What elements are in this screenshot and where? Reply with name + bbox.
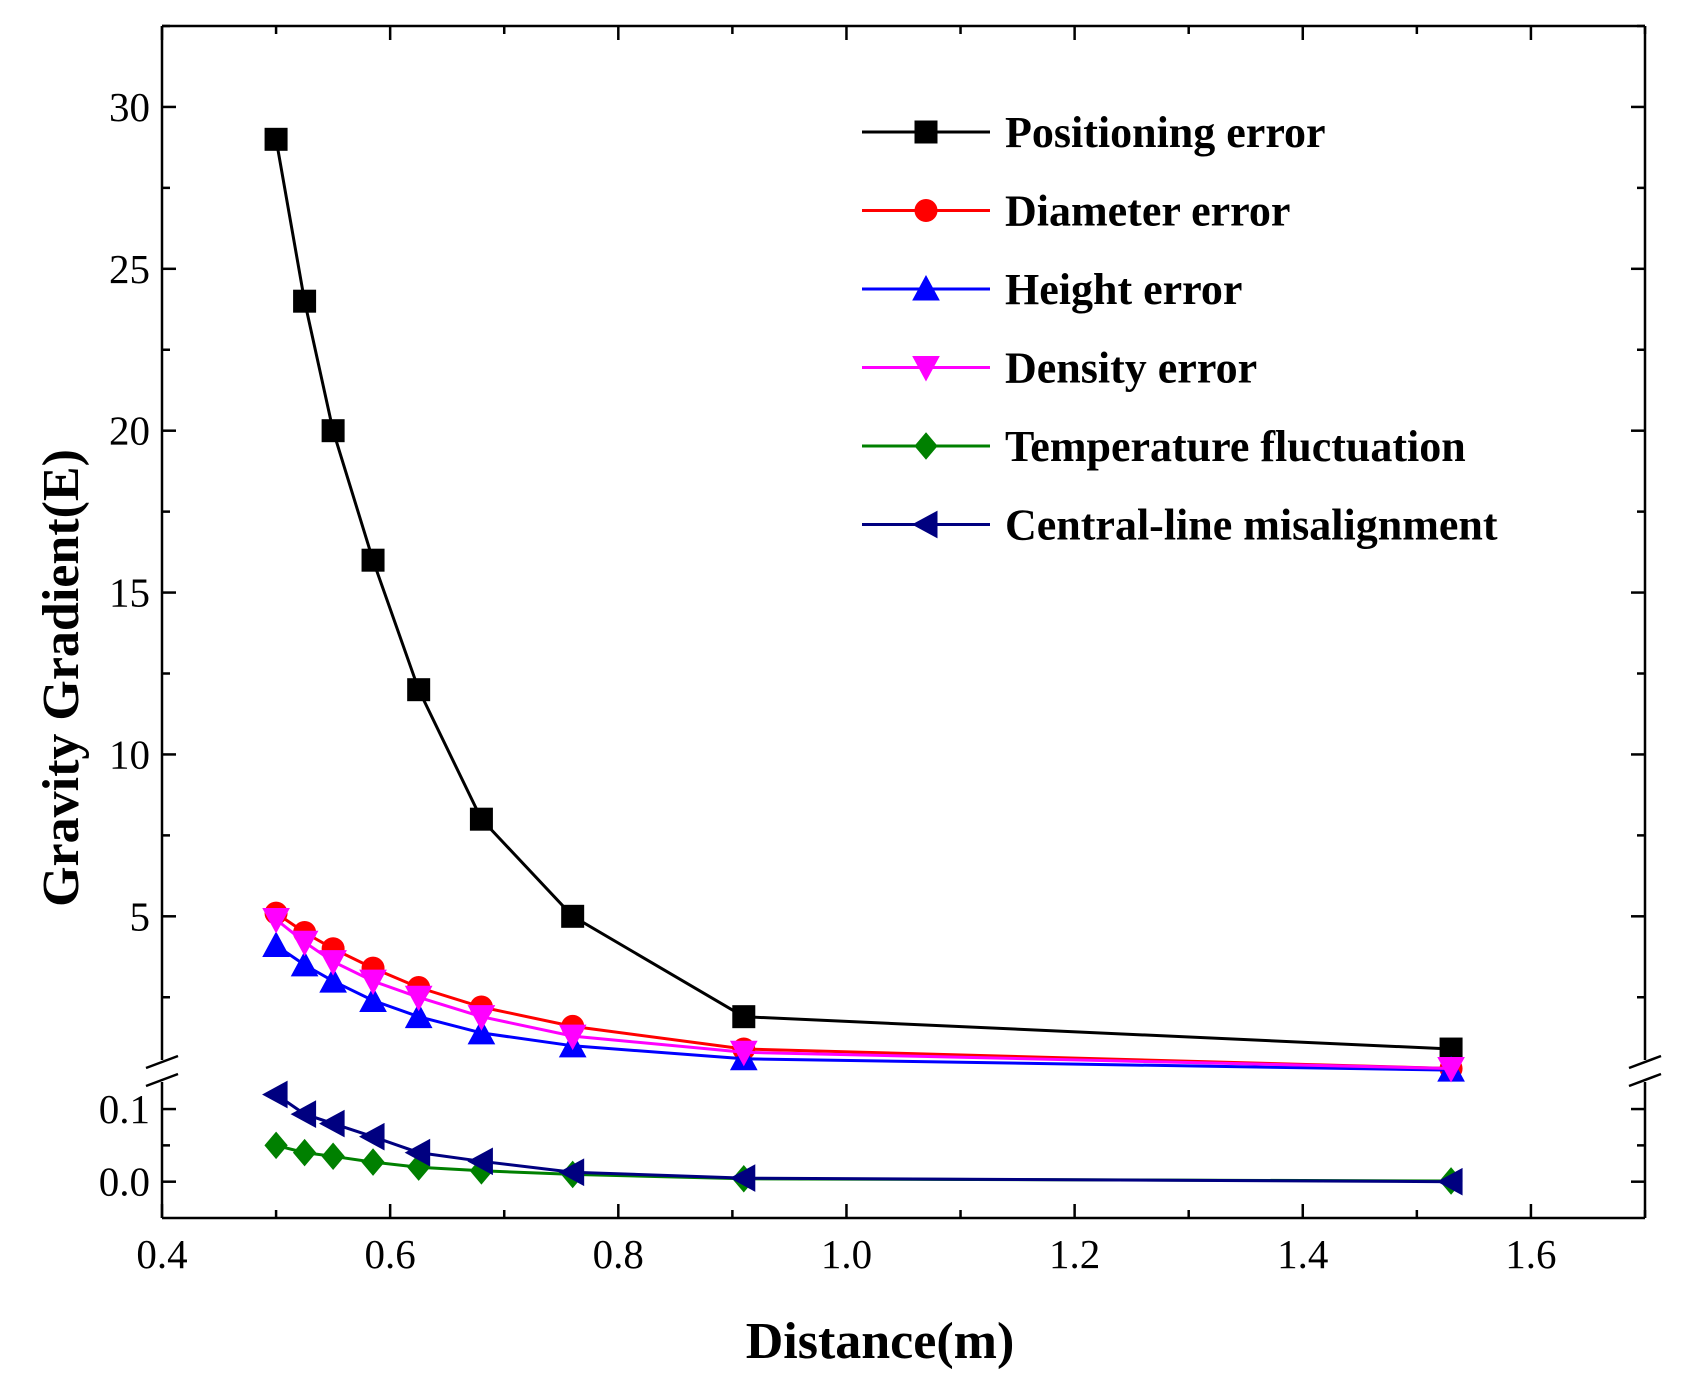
legend: Positioning error Diameter error Height er… xyxy=(862,108,1498,550)
legend-entry-diameter-error: Diameter error xyxy=(862,187,1290,236)
data-point-height-error xyxy=(359,986,387,1012)
data-point-positioning-error xyxy=(407,678,431,702)
axis-break-mark xyxy=(1628,1072,1662,1088)
axis-break-mark xyxy=(1628,1054,1662,1070)
data-point-height-error xyxy=(467,1018,496,1045)
legend-marker-central-line-misalignment xyxy=(911,510,938,539)
y-upper-tick-label: 5 xyxy=(130,893,151,939)
legend-entry-positioning-error: Positioning error xyxy=(862,108,1326,157)
x-tick-label: 1.4 xyxy=(1277,1231,1328,1277)
data-point-positioning-error xyxy=(361,548,385,572)
x-tick-label: 1.6 xyxy=(1505,1231,1556,1277)
data-point-density-error xyxy=(319,950,347,976)
data-point-density-error xyxy=(290,930,319,957)
data-point-density-error xyxy=(262,908,290,934)
series-line-positioning-error xyxy=(274,139,1452,1051)
x-tick-label: 0.8 xyxy=(593,1231,644,1277)
series-line-diameter-error xyxy=(275,911,1452,1070)
data-point-positioning-error xyxy=(293,289,317,313)
legend-marker-diameter-error xyxy=(914,199,938,222)
series-central-line-misalignment xyxy=(262,1080,1463,1196)
data-point-central-line-misalignment xyxy=(358,1122,385,1151)
y-lower-tick-label: 0.1 xyxy=(99,1086,150,1132)
data-point-central-line-misalignment xyxy=(319,1109,345,1138)
data-point-temperature-fluctuation xyxy=(321,1142,345,1171)
data-point-temperature-fluctuation xyxy=(361,1148,385,1176)
legend-label-density-error: Density error xyxy=(1005,344,1257,393)
legend-label-diameter-error: Diameter error xyxy=(1005,187,1290,236)
series-diameter-error xyxy=(264,901,1463,1080)
axis-break-mark xyxy=(145,1054,179,1070)
series-temperature-fluctuation xyxy=(264,1131,1463,1195)
axis-break-mark xyxy=(145,1072,179,1088)
data-point-central-line-misalignment xyxy=(467,1147,493,1176)
series-line-temperature-fluctuation xyxy=(275,1143,1452,1183)
data-point-density-error xyxy=(729,1040,758,1067)
y-upper-tick-label: 20 xyxy=(109,408,150,454)
data-point-density-error xyxy=(1437,1056,1465,1083)
y-upper-tick-label: 15 xyxy=(109,570,150,616)
data-point-central-line-misalignment xyxy=(729,1164,756,1192)
data-point-temperature-fluctuation xyxy=(292,1138,317,1167)
data-point-central-line-misalignment xyxy=(1437,1167,1463,1196)
series-density-error xyxy=(262,908,1465,1083)
data-point-density-error xyxy=(359,969,387,996)
x-tick-label: 0.6 xyxy=(365,1231,416,1277)
legend-label-temperature-fluctuation: Temperature fluctuation xyxy=(1005,422,1466,471)
y-upper-tick-label: 25 xyxy=(109,246,150,292)
data-point-height-error xyxy=(262,931,290,957)
data-point-positioning-error xyxy=(321,419,345,443)
series-layer xyxy=(262,127,1465,1196)
legend-label-positioning-error: Positioning error xyxy=(1005,108,1326,157)
series-height-error xyxy=(262,931,1465,1082)
x-axis-title: Distance(m) xyxy=(746,1313,1015,1370)
legend-entry-temperature-fluctuation: Temperature fluctuation xyxy=(862,422,1466,471)
legend-entry-height-error: Height error xyxy=(862,265,1242,314)
y-upper-tick-label: 10 xyxy=(109,731,150,777)
x-tick-label: 0.4 xyxy=(136,1231,187,1277)
data-point-temperature-fluctuation xyxy=(264,1131,288,1160)
series-positioning-error xyxy=(264,127,1463,1061)
data-point-density-error xyxy=(404,985,433,1012)
data-point-positioning-error xyxy=(469,807,493,831)
y-upper-tick-label: 30 xyxy=(109,84,150,130)
legend-label-central-line-misalignment: Central-line misalignment xyxy=(1005,501,1498,550)
data-point-height-error xyxy=(319,967,347,993)
data-point-positioning-error xyxy=(732,1005,756,1029)
data-point-height-error xyxy=(404,1002,433,1029)
legend-marker-positioning-error xyxy=(914,120,938,144)
data-point-central-line-misalignment xyxy=(558,1158,585,1187)
legend-marker-height-error xyxy=(912,274,940,301)
axis-ticks: 0.4 0.6 0.8 1.0 1.2 1.4 1.6 5 10 15 20 25 30 0.0 0.1 xyxy=(99,24,1647,1277)
plot-frame xyxy=(144,24,1663,1220)
x-tick-label: 1.2 xyxy=(1049,1231,1100,1277)
data-point-central-line-misalignment xyxy=(404,1138,431,1167)
data-point-density-error xyxy=(558,1024,587,1051)
data-point-density-error xyxy=(467,1005,496,1031)
y-lower-tick-label: 0.0 xyxy=(99,1159,150,1205)
data-point-height-error xyxy=(290,950,319,977)
legend-label-height-error: Height error xyxy=(1005,265,1242,314)
data-point-positioning-error xyxy=(561,904,585,928)
legend-marker-density-error xyxy=(912,356,940,382)
data-point-central-line-misalignment xyxy=(290,1100,317,1128)
data-point-positioning-error xyxy=(264,127,288,151)
x-tick-label: 1.0 xyxy=(821,1231,872,1277)
series-line-density-error xyxy=(275,918,1452,1070)
legend-entry-central-line-misalignment: Central-line misalignment xyxy=(862,501,1498,550)
data-point-central-line-misalignment xyxy=(262,1080,288,1109)
legend-marker-temperature-fluctuation xyxy=(914,432,938,460)
legend-entry-density-error: Density error xyxy=(862,344,1257,393)
y-axis-title: Gravity Gradient(E) xyxy=(33,449,90,907)
